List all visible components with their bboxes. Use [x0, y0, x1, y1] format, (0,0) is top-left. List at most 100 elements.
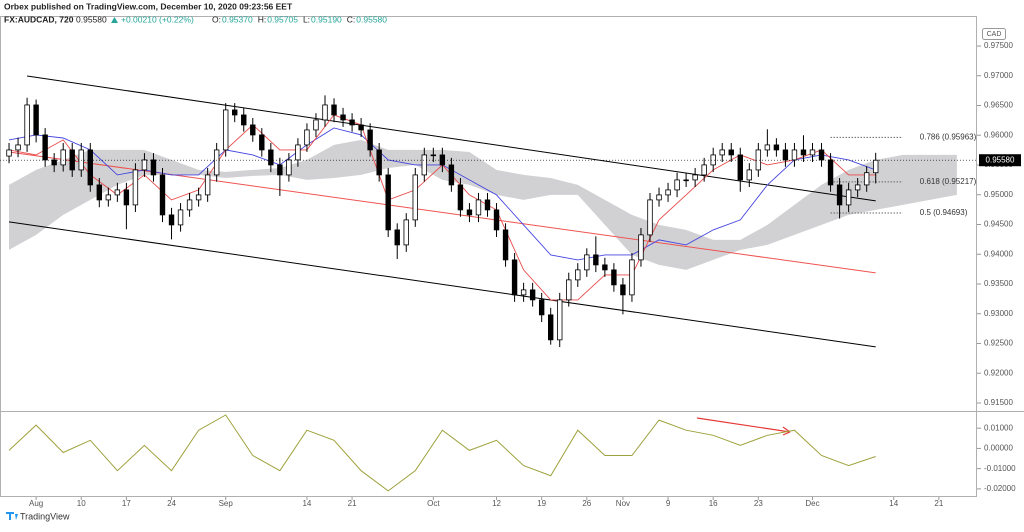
y-tick-label: 0.94500: [984, 220, 1013, 229]
y-tick-label: 0.96500: [984, 101, 1013, 110]
quote-label: O:: [212, 14, 221, 24]
candle-body: [845, 189, 852, 206]
candle-body: [674, 179, 680, 191]
candle-body: [394, 229, 400, 246]
candle-body: [204, 174, 211, 196]
candle-body: [96, 184, 103, 201]
candle-body: [602, 264, 608, 271]
candle-body: [493, 209, 500, 231]
x-tick-label: 16: [709, 499, 718, 508]
candle-body: [222, 109, 229, 151]
candle-body: [6, 149, 12, 157]
x-tick-label: 10: [77, 499, 86, 508]
y-tick-label: 0.92000: [984, 368, 1013, 377]
currency-box: [982, 28, 1006, 40]
x-tick-label: 21: [348, 499, 357, 508]
y-tick-label: 0.95000: [984, 190, 1013, 199]
fib-label: 0.618 (0.95217): [920, 177, 977, 186]
candle-body: [520, 289, 527, 296]
candle-body: [268, 149, 274, 166]
candle-body: [51, 159, 57, 166]
candle-body: [854, 184, 861, 191]
publisher: Orbex published on TradingView.com, Dece…: [4, 1, 293, 11]
candle-body: [304, 129, 310, 146]
candle-body: [412, 174, 418, 221]
candle-body: [872, 159, 879, 174]
candle-body: [683, 179, 689, 182]
x-tick-label: 24: [167, 499, 176, 508]
candle-body: [186, 199, 193, 211]
last-price-label: 0.95580: [986, 155, 1015, 164]
quote-value: 0.95190: [311, 14, 342, 24]
candle-body: [827, 159, 834, 186]
quote-label: L:: [303, 14, 310, 24]
candle-body: [809, 149, 816, 156]
candle-body: [340, 114, 346, 121]
candle-body: [385, 174, 391, 231]
trendline: [8, 221, 876, 348]
y-tick-label: 0.97000: [984, 71, 1013, 80]
candle-body: [87, 149, 93, 186]
candle-body: [511, 259, 518, 296]
candle-body: [313, 119, 319, 131]
x-tick-label: Oct: [427, 499, 440, 508]
brand: TradingView: [20, 511, 70, 521]
y-tick-label: 0.97500: [984, 41, 1013, 50]
candle-body: [42, 134, 48, 161]
candle-body: [123, 189, 130, 206]
candle-body: [773, 144, 780, 151]
quote-value: 0.95705: [267, 14, 298, 24]
candle-body: [250, 124, 256, 136]
candle-body: [448, 164, 455, 186]
candle-body: [620, 284, 626, 296]
candle-body: [863, 172, 870, 186]
x-tick-label: Aug: [29, 499, 43, 508]
annotation-arrow: [696, 417, 791, 433]
last-price: 0.95580: [76, 14, 107, 24]
x-tick-label: 9: [666, 499, 671, 508]
candle-body: [457, 184, 464, 211]
oscillator-line: [8, 414, 876, 492]
candle-body: [322, 104, 328, 121]
candle-body: [719, 149, 725, 156]
candle-body: [800, 149, 807, 156]
candle-body: [782, 149, 789, 161]
change: +0.00210 (+0.22%): [121, 14, 194, 24]
candle-body: [277, 164, 283, 176]
candle-body: [818, 149, 825, 161]
fib-label: 0.5 (0.94693): [920, 208, 968, 217]
candle-body: [593, 254, 599, 266]
logo-icon: [6, 512, 18, 520]
x-tick-label: Dec: [805, 499, 819, 508]
y-tick-label: 0.00000: [984, 444, 1013, 453]
candle-body: [656, 194, 662, 201]
candle-body: [710, 154, 716, 166]
candle-body: [60, 149, 66, 166]
candle-body: [150, 159, 157, 176]
candle-body: [728, 149, 734, 156]
fib-label: 0.786 (0.95963): [920, 133, 977, 142]
candle-body: [195, 194, 202, 201]
candle-body: [746, 169, 753, 181]
candle-body: [764, 144, 771, 151]
symbol: FX:AUDCAD, 720: [4, 14, 74, 24]
currency: CAD: [987, 31, 1002, 38]
x-tick-label: 26: [582, 499, 591, 508]
candle-body: [502, 229, 509, 261]
candle-body: [141, 159, 148, 171]
candle-body: [358, 124, 364, 131]
candle-body: [484, 199, 491, 211]
candle-body: [701, 164, 707, 176]
candle-body: [367, 129, 373, 151]
y-tick-label: 0.93000: [984, 309, 1013, 318]
x-tick-label: Nov: [616, 499, 630, 508]
candle-body: [538, 299, 545, 316]
candle-body: [647, 199, 653, 236]
y-tick-label: -0.01000: [984, 464, 1016, 473]
quote-label: H:: [258, 14, 267, 24]
candle-body: [259, 134, 265, 151]
ichimoku-cloud: [9, 139, 957, 270]
candle-body: [547, 314, 554, 341]
candle-body: [665, 189, 671, 196]
